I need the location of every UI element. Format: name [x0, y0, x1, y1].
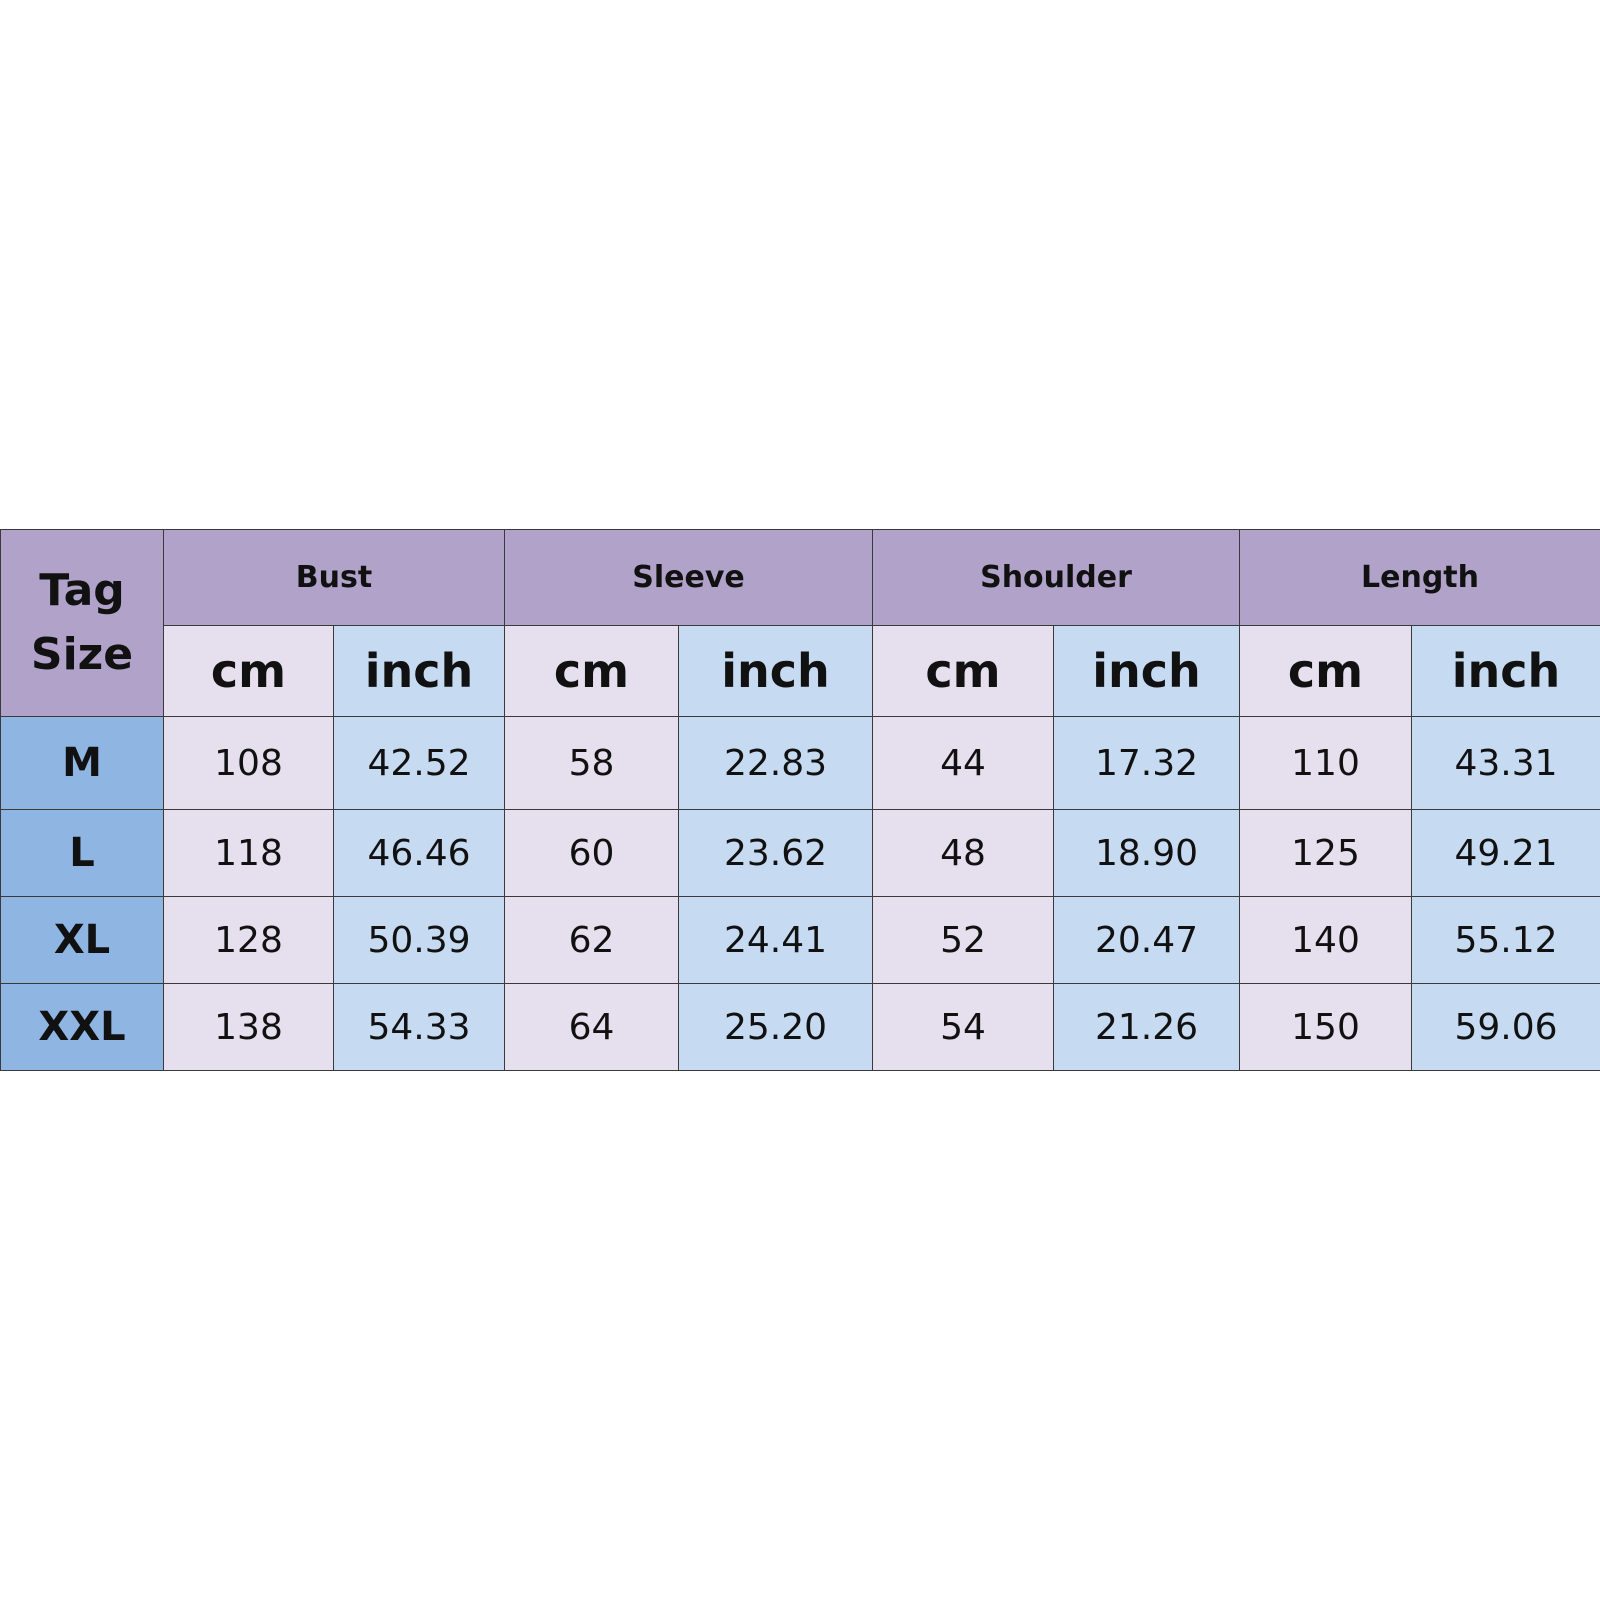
table-cell: 110	[1239, 716, 1413, 810]
table-cell: 49.21	[1411, 809, 1600, 897]
table-cell: 108	[163, 716, 334, 810]
group-header-length: Length	[1239, 529, 1600, 626]
size-label: XXL	[0, 983, 164, 1071]
group-header-row: Tag Size Bust Sleeve Shoulder Length	[0, 529, 1600, 717]
size-chart-table: Tag Size Bust Sleeve Shoulder Length cm …	[0, 529, 1600, 1071]
table-cell: 55.12	[1411, 896, 1600, 984]
table-cell: 43.31	[1411, 716, 1600, 810]
table-cell: 17.32	[1053, 716, 1241, 810]
size-chart: Tag Size Bust Sleeve Shoulder Length cm …	[0, 529, 1600, 1071]
table-cell: 54	[872, 983, 1055, 1071]
unit-header-inch: inch	[1053, 625, 1241, 717]
table-cell: 20.47	[1053, 896, 1241, 984]
table-cell: 62	[504, 896, 680, 984]
size-label: L	[0, 809, 164, 897]
table-cell: 46.46	[332, 809, 506, 897]
table-cell: 22.83	[678, 716, 874, 810]
table-cell: 52	[872, 896, 1055, 984]
table-cell: 59.06	[1411, 983, 1600, 1071]
unit-header-cm: cm	[163, 625, 334, 717]
table-cell: 150	[1239, 983, 1413, 1071]
table-cell: 21.26	[1053, 983, 1241, 1071]
table-cell: 50.39	[332, 896, 506, 984]
tag-size-line2: Size	[30, 629, 134, 680]
table-cell: 60	[504, 809, 680, 897]
group-header-bust: Bust	[162, 529, 506, 626]
table-cell: 18.90	[1053, 809, 1241, 897]
unit-header-inch: inch	[1411, 625, 1600, 717]
group-header-sleeve: Sleeve	[504, 529, 874, 626]
table-cell: 23.62	[678, 809, 874, 897]
unit-header-cm: cm	[1239, 625, 1413, 717]
table-cell: 54.33	[332, 983, 506, 1071]
tag-size-line1: Tag	[39, 565, 125, 616]
table-row: M 108 42.52 58 22.83 44 17.32 110 43.31	[0, 716, 1600, 810]
table-cell: 138	[163, 983, 334, 1071]
table-cell: 48	[872, 809, 1055, 897]
size-label: XL	[0, 896, 164, 984]
tag-size-header: Tag Size	[0, 529, 164, 717]
table-row: XXL 138 54.33 64 25.20 54 21.26 150 59.0…	[0, 983, 1600, 1071]
table-cell: 58	[504, 716, 680, 810]
unit-header-cm: cm	[872, 625, 1055, 717]
size-label: M	[0, 716, 164, 810]
table-cell: 140	[1239, 896, 1413, 984]
table-cell: 64	[504, 983, 680, 1071]
table-cell: 25.20	[678, 983, 874, 1071]
unit-header-cm: cm	[504, 625, 680, 717]
unit-header-inch: inch	[332, 625, 506, 717]
table-cell: 118	[163, 809, 334, 897]
table-cell: 125	[1239, 809, 1413, 897]
unit-header-row: cm inch cm inch cm inch cm inch	[1, 625, 1600, 717]
table-cell: 128	[163, 896, 334, 984]
table-row: L 118 46.46 60 23.62 48 18.90 125 49.21	[0, 809, 1600, 897]
unit-header-inch: inch	[678, 625, 874, 717]
table-cell: 42.52	[332, 716, 506, 810]
table-row: XL 128 50.39 62 24.41 52 20.47 140 55.12	[0, 896, 1600, 984]
table-cell: 44	[872, 716, 1055, 810]
group-header-shoulder: Shoulder	[872, 529, 1241, 626]
table-cell: 24.41	[678, 896, 874, 984]
